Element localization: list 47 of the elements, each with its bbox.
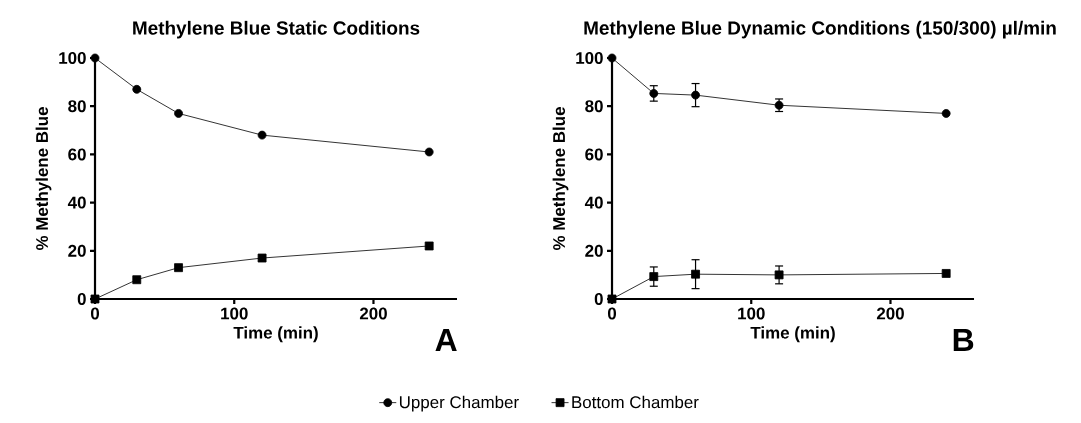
point: [257, 130, 267, 140]
y-tick-label: 0: [594, 293, 603, 305]
point: [257, 253, 267, 263]
x-axis-title: Time (min): [233, 326, 318, 343]
point: [90, 294, 100, 304]
point: [424, 147, 434, 157]
text: B: [953, 329, 974, 351]
y-tick-label: 80: [585, 100, 603, 113]
y-axis-title: % Methylene Blue: [552, 107, 569, 251]
x-tick-label: 200: [876, 307, 904, 320]
point: [132, 275, 142, 285]
point: [691, 90, 700, 100]
y-tick-label: 100: [59, 52, 86, 64]
point: [774, 270, 784, 280]
y-tick-label: 20: [68, 244, 86, 257]
x-tick-label: 0: [90, 307, 100, 320]
point: [174, 263, 183, 273]
point: [941, 269, 951, 278]
point: [649, 272, 659, 281]
point: [90, 53, 100, 63]
y-tick-label: 60: [585, 148, 603, 161]
chart-title: Methylene Blue Dynamic Conditions (150/300) µl/min: [584, 20, 1056, 39]
y-tick-label: 0: [77, 293, 86, 305]
y-axis-title: % Methylene Blue: [35, 107, 52, 251]
y-tick-label: 40: [584, 196, 603, 209]
text: A: [435, 329, 457, 351]
x-tick-label: 100: [738, 307, 765, 320]
x-tick-label: 100: [221, 307, 248, 320]
point: [174, 109, 183, 118]
y-tick-label: 100: [576, 52, 603, 64]
x-tick-label: 200: [359, 307, 387, 320]
x-axis-title: Time (min): [750, 326, 835, 343]
point: [607, 294, 617, 304]
point: [607, 53, 617, 63]
point: [941, 109, 951, 118]
y-tick-label: 80: [68, 100, 86, 113]
point: [424, 241, 434, 251]
chart-title: Methylene Blue Static Coditions: [133, 20, 420, 39]
y-tick-label: 20: [585, 244, 603, 257]
y-tick-label: 40: [67, 196, 86, 209]
point: [132, 84, 142, 94]
x-tick-label: 0: [607, 307, 617, 320]
point: [691, 269, 700, 279]
legend-label: Upper Chamber: [399, 395, 519, 412]
y-tick-label: 60: [68, 148, 86, 161]
legend-label: Bottom Chamber: [572, 395, 699, 409]
point: [649, 89, 659, 98]
